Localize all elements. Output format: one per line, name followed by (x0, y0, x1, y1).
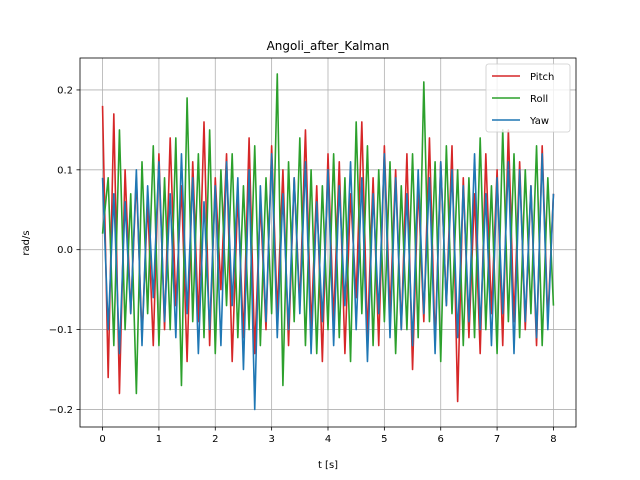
y-tick-label: 0.0 (57, 245, 73, 256)
x-tick-label: 6 (438, 434, 444, 445)
y-axis-label: rad/s (21, 230, 32, 255)
chart-title: Angoli_after_Kalman (267, 39, 390, 53)
legend: Pitch Roll Yaw (485, 63, 571, 133)
x-tick-label: 4 (325, 434, 331, 445)
legend-box (485, 63, 571, 133)
y-tick-label: 0.2 (57, 85, 73, 96)
series-line-roll (101, 73, 555, 395)
legend-label-roll: Roll (530, 94, 548, 105)
legend-label-pitch: Pitch (530, 72, 554, 83)
x-tick-label: 0 (99, 434, 105, 445)
x-tick-label: 7 (494, 434, 500, 445)
y-tick-label: 0.1 (57, 165, 73, 176)
x-tick-label: 1 (156, 434, 162, 445)
x-tick-label: 2 (212, 434, 218, 445)
x-tick-label: 5 (381, 434, 387, 445)
series-line-yaw (101, 153, 555, 411)
y-tick-label: −0.2 (49, 405, 73, 416)
x-tick-label: 8 (550, 434, 556, 445)
ticks-layer: 0 1 2 3 4 5 6 7 8 −0.2 −0.1 0.0 0.1 0.2 (49, 85, 557, 445)
y-tick-label: −0.1 (49, 325, 73, 336)
x-axis-label: t [s] (318, 460, 338, 471)
legend-label-yaw: Yaw (529, 116, 549, 127)
series-layer (101, 73, 555, 411)
x-tick-label: 3 (268, 434, 274, 445)
